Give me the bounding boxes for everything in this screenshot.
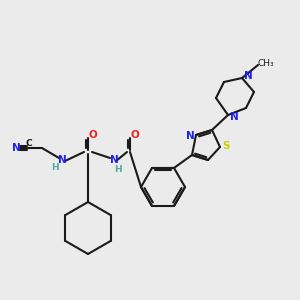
Text: C: C xyxy=(26,139,32,148)
Text: N: N xyxy=(230,112,238,122)
Text: N: N xyxy=(58,155,66,165)
Text: N: N xyxy=(186,131,194,141)
Text: H: H xyxy=(51,164,59,172)
Text: O: O xyxy=(88,130,98,140)
Text: N: N xyxy=(244,71,252,81)
Text: N: N xyxy=(12,143,20,153)
Text: O: O xyxy=(130,130,140,140)
Text: H: H xyxy=(114,164,122,173)
Text: S: S xyxy=(222,141,230,151)
Text: N: N xyxy=(110,155,118,165)
Text: CH₃: CH₃ xyxy=(258,58,274,68)
